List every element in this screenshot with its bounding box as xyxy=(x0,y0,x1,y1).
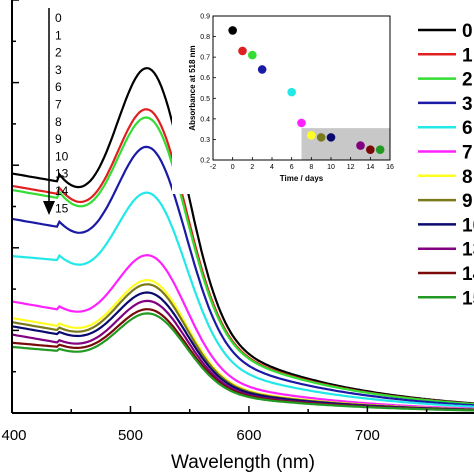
spectrum-curve-11 xyxy=(11,312,474,412)
inset-point-10 xyxy=(366,145,375,155)
legend-label-7: 9 xyxy=(462,191,473,212)
inset-x-tick-label-8: 14 xyxy=(366,164,374,171)
inset-y-tick-label-3: 0.5 xyxy=(200,96,210,103)
spectrum-curve-2 xyxy=(11,116,474,406)
x-tick-label-3: 700 xyxy=(355,427,380,444)
inset-x-tick-label-1: 0 xyxy=(231,164,235,171)
legend-label-1: 1 xyxy=(462,45,473,66)
inset-y-tick-label-1: 0.3 xyxy=(200,137,210,144)
inset-x-tick-label-6: 10 xyxy=(327,164,335,171)
inset-y-tick-label-6: 0.8 xyxy=(200,34,210,41)
inset-x-tick-label-9: 16 xyxy=(386,164,394,171)
inset-x-tick-label-5: 8 xyxy=(309,164,313,171)
inset-point-4 xyxy=(287,87,296,97)
inset-point-8 xyxy=(326,133,336,142)
legend-label-9: 13 xyxy=(462,240,474,261)
inset-x-tick-label-4: 6 xyxy=(290,164,294,171)
x-tick-label-0: 400 xyxy=(1,427,26,444)
inset-x-tick-label-3: 4 xyxy=(270,164,274,171)
x-tick-label-2: 600 xyxy=(236,427,261,444)
arrow-day-label-4: 6 xyxy=(55,80,62,94)
inset-y-tick-label-5: 0.7 xyxy=(200,55,210,62)
inset-y-tick-label-4: 0.6 xyxy=(200,75,210,82)
arrow-day-label-11: 15 xyxy=(55,201,69,215)
inset-frame xyxy=(212,15,391,161)
inset-chart: 0.2 0.3 0.4 0.5 0.6 0.7 0.8 0.9 -2 0 2 4 6 8 10 12 14 16 T… xyxy=(172,6,398,194)
arrow-day-label-8: 10 xyxy=(55,149,69,163)
arrow-day-label-10: 14 xyxy=(55,184,69,198)
x-axis-title: Wavelength (nm) xyxy=(171,452,315,473)
legend-label-0: 0 xyxy=(462,21,473,42)
legend: 0 1 2 3 6 7 8 9 10 13 14 15 xyxy=(418,21,474,309)
legend-label-8: 10 xyxy=(462,215,474,236)
arrow-day-label-0: 0 xyxy=(55,11,62,25)
arrow-day-label-2: 2 xyxy=(55,46,62,60)
inset-x-axis-title: Time / days xyxy=(280,174,324,183)
arrow-head xyxy=(43,201,55,215)
arrow-day-label-3: 3 xyxy=(55,63,62,77)
inset-point-0 xyxy=(228,26,237,35)
inset-shaded-region xyxy=(301,128,390,160)
inset-background xyxy=(172,6,398,194)
time-arrow: 0 1 2 3 6 7 8 9 10 13 14 15 xyxy=(43,8,69,215)
inset-point-3 xyxy=(257,65,267,74)
x-tick-label-1: 500 xyxy=(118,427,143,444)
inset-point-1 xyxy=(238,46,247,56)
inset-y-tick-label-0: 0.2 xyxy=(200,158,210,165)
inset-point-7 xyxy=(316,133,326,142)
arrow-day-label-1: 1 xyxy=(55,28,62,42)
spectrum-curve-5 xyxy=(11,253,474,410)
arrow-day-label-6: 8 xyxy=(55,115,62,129)
inset-point-5 xyxy=(297,118,306,128)
legend-label-11: 15 xyxy=(462,288,474,309)
legend-label-4: 6 xyxy=(462,118,473,139)
spectrum-curve-3 xyxy=(11,145,474,407)
inset-x-tick-label-2: 2 xyxy=(250,164,254,171)
legend-label-6: 8 xyxy=(462,167,473,188)
inset-point-9 xyxy=(356,141,365,150)
arrow-day-label-5: 7 xyxy=(55,98,62,112)
inset-x-tick-label-7: 12 xyxy=(347,164,355,171)
arrow-day-label-7: 9 xyxy=(55,132,62,146)
legend-label-3: 3 xyxy=(462,94,473,115)
inset-y-tick-label-7: 0.9 xyxy=(200,14,210,21)
arrow-day-label-9: 13 xyxy=(55,167,69,181)
legend-label-10: 14 xyxy=(462,264,474,285)
inset-y-axis-title: Absorbance at 518 nm xyxy=(188,45,197,130)
inset-point-6 xyxy=(307,131,316,140)
inset-point-2 xyxy=(248,50,257,60)
spectra-curves xyxy=(11,66,474,412)
legend-label-2: 2 xyxy=(462,70,473,91)
inset-x-tick-label-0: -2 xyxy=(210,164,216,171)
spectrum-curve-4 xyxy=(11,191,474,408)
inset-y-tick-label-2: 0.4 xyxy=(200,116,210,123)
inset-point-11 xyxy=(375,145,385,155)
legend-label-5: 7 xyxy=(462,143,473,164)
